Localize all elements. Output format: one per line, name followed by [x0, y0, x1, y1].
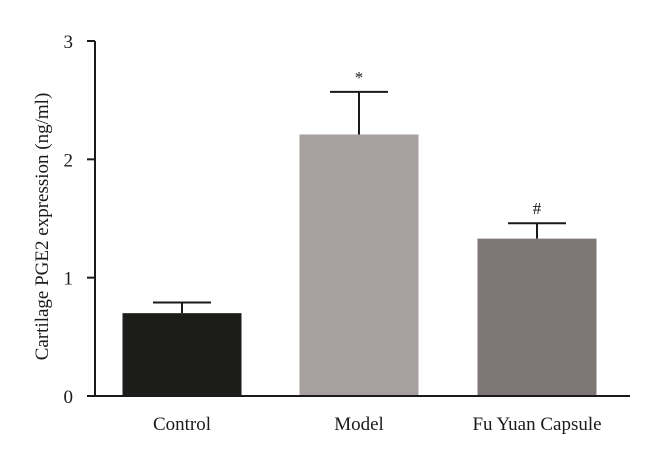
y-ticks-layer: 0 1 2 3	[64, 32, 95, 408]
significance-marker: *	[355, 68, 364, 87]
error-bars-layer	[153, 90, 566, 314]
y-tick-label: 0	[64, 387, 74, 408]
y-tick-label: 1	[64, 269, 74, 290]
significance-marker: #	[533, 199, 542, 218]
category-label: Model	[334, 414, 384, 435]
bar-control	[122, 313, 242, 396]
category-label: Fu Yuan Capsule	[472, 414, 601, 435]
bars-layer	[122, 134, 597, 396]
y-tick-label: 3	[64, 32, 74, 53]
significance-labels-layer: *#	[355, 68, 542, 218]
axes-layer	[94, 41, 630, 397]
category-label: Control	[153, 414, 211, 435]
y-tick-label: 2	[64, 150, 74, 171]
y-axis-title: Cartilage PGE2 expression (ng/ml)	[32, 93, 53, 361]
bar-model	[299, 134, 419, 396]
category-labels-layer: Control Model Fu Yuan Capsule	[153, 414, 602, 435]
bar-fu-yuan-capsule	[477, 238, 597, 396]
